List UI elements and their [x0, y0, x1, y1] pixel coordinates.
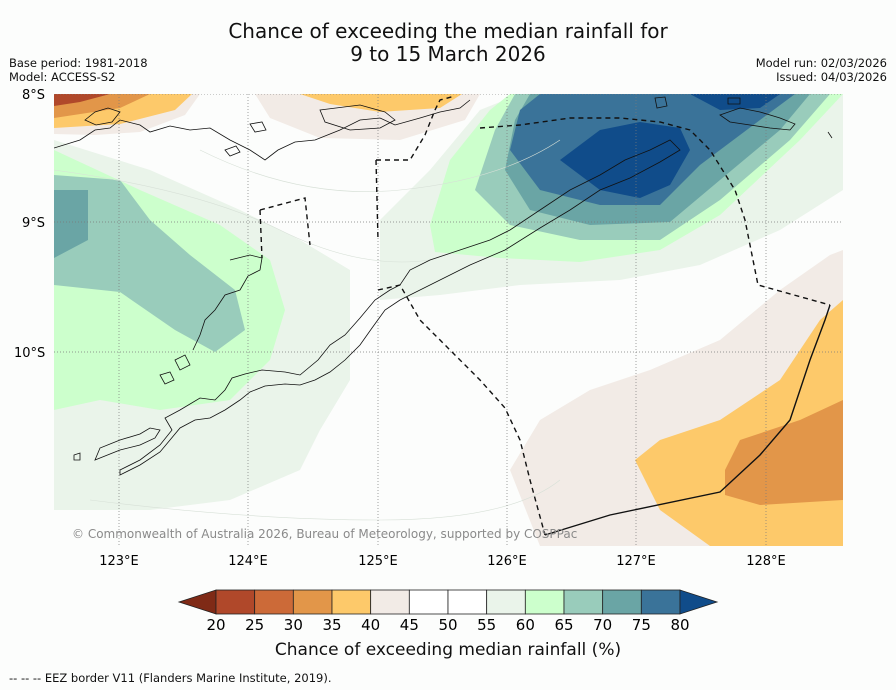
lat-label-9s: 9°S [22, 216, 45, 231]
colorbar-tick-label: 75 [632, 616, 651, 634]
longitude-labels: 123°E 124°E 125°E 126°E 127°E 128°E [99, 554, 786, 569]
map-panel: © Commonwealth of Australia 2026, Bureau… [54, 94, 843, 546]
colorbar-segment [447, 589, 488, 615]
colorbar-tick-label: 50 [438, 616, 457, 634]
colorbar-segment [486, 589, 526, 615]
eez-borders [259, 95, 831, 536]
colorbar-tick-label: 60 [516, 616, 535, 634]
contour-west-70 [54, 175, 245, 352]
colorbar-segment [524, 589, 565, 615]
colorbar-tick-label: 25 [245, 616, 264, 634]
colorbar-label: Chance of exceeding median rainfall (%) [274, 640, 622, 660]
colorbar-tick-label: 35 [322, 616, 341, 634]
lon-label-124e: 124°E [228, 554, 268, 569]
lon-label-123e: 123°E [99, 554, 139, 569]
contour-west-75 [54, 190, 88, 258]
colorbar-segment [602, 589, 642, 615]
contour-nw-25 [54, 94, 110, 106]
lon-label-126e: 126°E [487, 554, 527, 569]
colorbar-segment [370, 589, 410, 615]
chart-title: Chance of exceeding the median rainfall … [0, 20, 896, 66]
latitude-labels: 8°S 9°S 10°S [14, 88, 45, 361]
colorbar-segment [215, 589, 256, 615]
title-line-2: 9 to 15 March 2026 [350, 42, 546, 66]
contour-se-30 [725, 400, 843, 505]
base-period-text: Base period: 1981-2018 [9, 56, 148, 70]
colorbar-tick-label: 45 [400, 616, 419, 634]
title-line-1: Chance of exceeding the median rainfall … [228, 19, 668, 43]
colorbar: 20 25 30 35 40 45 50 55 60 65 70 75 80 [177, 589, 719, 634]
colorbar-tick-label: 80 [670, 616, 689, 634]
colorbar-tick-label: 55 [477, 616, 496, 634]
contour-nc-35 [300, 94, 462, 112]
colorbar-extend-low [177, 589, 217, 615]
model-text: Model: ACCESS-S2 [9, 70, 116, 84]
coastlines [54, 96, 833, 476]
colorbar-tick-label: 70 [593, 616, 612, 634]
lon-label-127e: 127°E [616, 554, 656, 569]
model-run-text: Model run: 02/03/2026 [755, 56, 887, 70]
colorbar-segment [292, 589, 333, 615]
meta-left: Base period: 1981-2018 Model: ACCESS-S2 [9, 56, 148, 84]
eez-solid-segment [544, 304, 831, 536]
meta-right: Model run: 02/03/2026 Issued: 04/03/2026 [756, 56, 887, 84]
colorbar-extend-high [679, 589, 719, 615]
colorbar-segment [254, 589, 294, 615]
colorbar-segment [640, 589, 681, 615]
copyright-text: © Commonwealth of Australia 2026, Bureau… [72, 527, 577, 541]
contour-east-85b [690, 94, 780, 110]
colorbar-segment [563, 589, 604, 615]
colorbar-tick-label: 65 [554, 616, 573, 634]
lon-label-128e: 128°E [746, 554, 786, 569]
colorbar-segment [408, 589, 449, 615]
colorbar-tick-label: 20 [206, 616, 225, 634]
issued-text: Issued: 04/03/2026 [776, 70, 887, 84]
colorbar-segment [331, 589, 372, 615]
lon-label-125e: 125°E [358, 554, 398, 569]
footer-text: -- -- -- EEZ border V11 (Flanders Marine… [9, 671, 332, 685]
colorbar-tick-label: 40 [361, 616, 380, 634]
lat-label-10s: 10°S [14, 346, 45, 361]
colorbar-tick-label: 30 [284, 616, 303, 634]
lat-label-8s: 8°S [22, 88, 45, 103]
